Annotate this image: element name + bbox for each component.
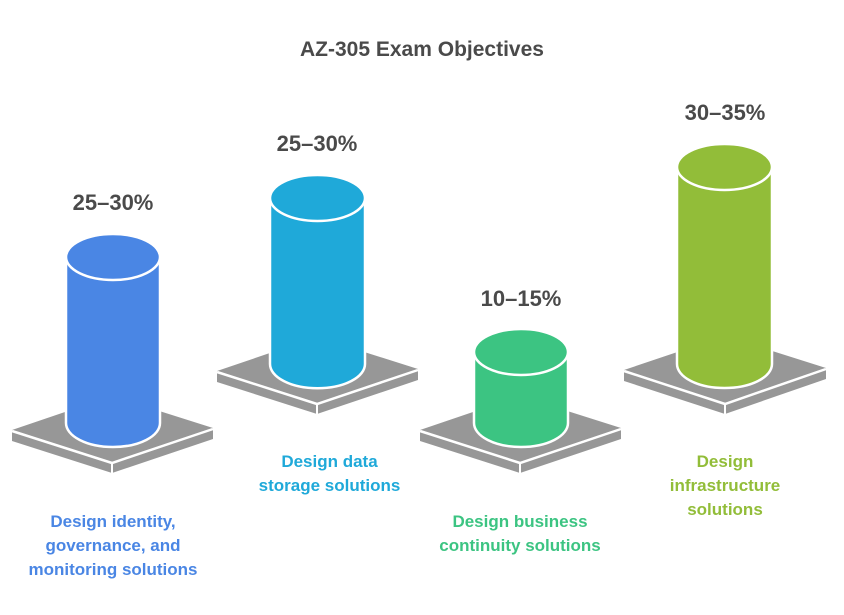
category-label-identity: Design identity, governance, and monitor…: [28, 512, 198, 579]
cylinder-continuity: [472, 327, 570, 449]
cylinder-identity: [64, 232, 162, 449]
value-label-infrastructure: 30–35%: [684, 100, 766, 125]
category-label-continuity: Design business continuity solutions: [439, 512, 601, 555]
chart-title: AZ-305 Exam Objectives: [300, 38, 544, 61]
cylinder-storage: [268, 173, 367, 390]
value-label-continuity: 10–15%: [480, 286, 562, 311]
category-label-storage: Design data storage solutions: [258, 452, 401, 495]
category-label-infrastructure: Design infrastructure solutions: [669, 452, 781, 519]
value-label-identity: 25–30%: [72, 190, 154, 215]
cylinder-infrastructure: [675, 142, 774, 390]
value-label-storage: 25–30%: [276, 131, 358, 156]
